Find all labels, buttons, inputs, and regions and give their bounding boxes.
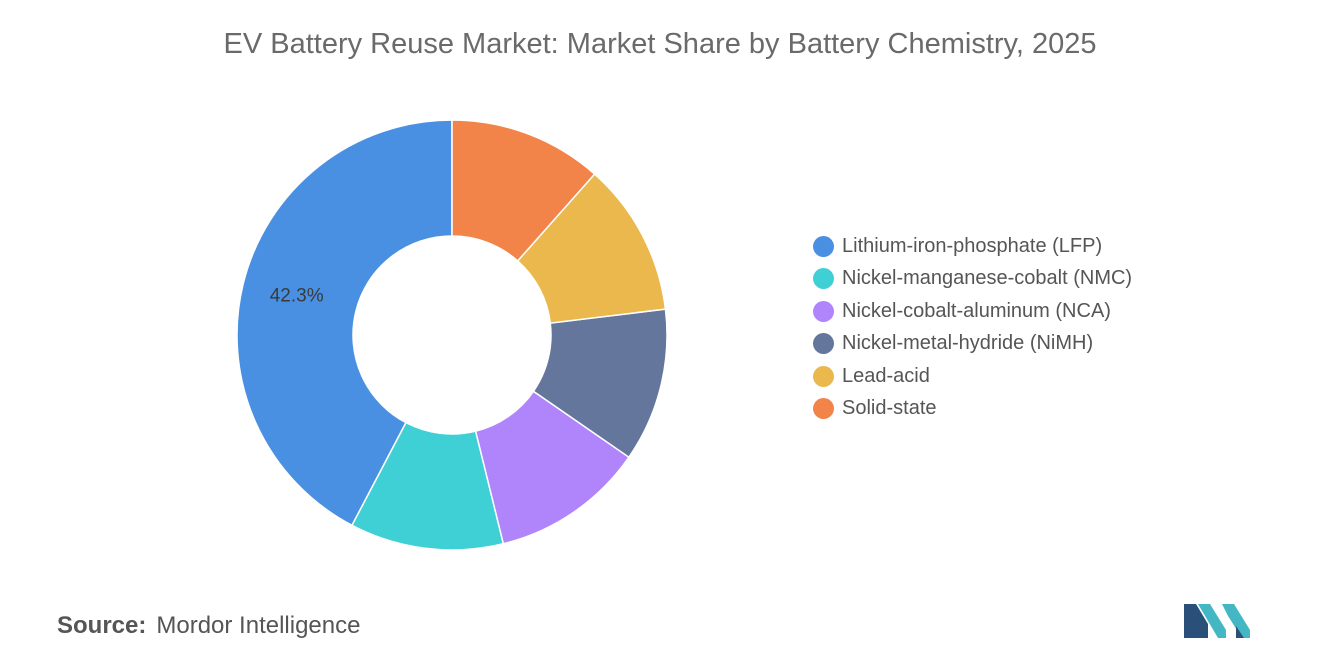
legend-item-nickel-manganese-cobalt-nmc: Nickel-manganese-cobalt (NMC): [813, 263, 1132, 296]
legend-swatch: [813, 398, 834, 420]
legend-label: Nickel-cobalt-aluminum (NCA): [842, 299, 1111, 322]
source-value: Mordor Intelligence: [156, 612, 361, 639]
legend-swatch: [813, 300, 834, 322]
slice-lithium-iron-phosphate-lfp: [236, 119, 453, 527]
legend-label: Nickel-manganese-cobalt (NMC): [842, 267, 1133, 290]
source-note: Source: Mordor Intelligence: [57, 612, 360, 640]
legend-label: Lithium-iron-phosphate (LFP): [842, 234, 1103, 257]
legend-label: Lead-acid: [842, 364, 930, 387]
legend-item-lead-acid: Lead-acid: [813, 360, 1132, 393]
legend-label: Solid-state: [842, 397, 937, 420]
mordor-intelligence-logo-icon: [1184, 604, 1250, 638]
legend-item-nickel-metal-hydride-nimh: Nickel-metal-hydride (NiMH): [813, 328, 1132, 361]
donut-data-labels: 42.3%: [270, 286, 324, 307]
chart-title: EV Battery Reuse Market: Market Share by…: [223, 28, 1097, 60]
donut-chart: 42.3%: [236, 119, 668, 551]
source-label: Source:: [57, 612, 147, 639]
legend-swatch: [813, 365, 834, 387]
legend-swatch: [813, 333, 834, 355]
chart-legend: Lithium-iron-phosphate (LFP) Nickel-manga…: [813, 230, 1132, 425]
data-label-lithium-iron-phosphate-lfp: 42.3%: [270, 286, 324, 307]
donut-slices: [236, 119, 668, 551]
legend-item-lithium-iron-phosphate-lfp: Lithium-iron-phosphate (LFP): [813, 230, 1132, 263]
legend-item-nickel-cobalt-aluminum-nca: Nickel-cobalt-aluminum (NCA): [813, 295, 1132, 328]
legend-swatch: [813, 268, 834, 290]
legend-swatch: [813, 235, 834, 257]
legend-item-solid-state: Solid-state: [813, 393, 1132, 426]
legend-label: Nickel-metal-hydride (NiMH): [842, 332, 1094, 355]
slice-solid-state: [451, 119, 596, 262]
